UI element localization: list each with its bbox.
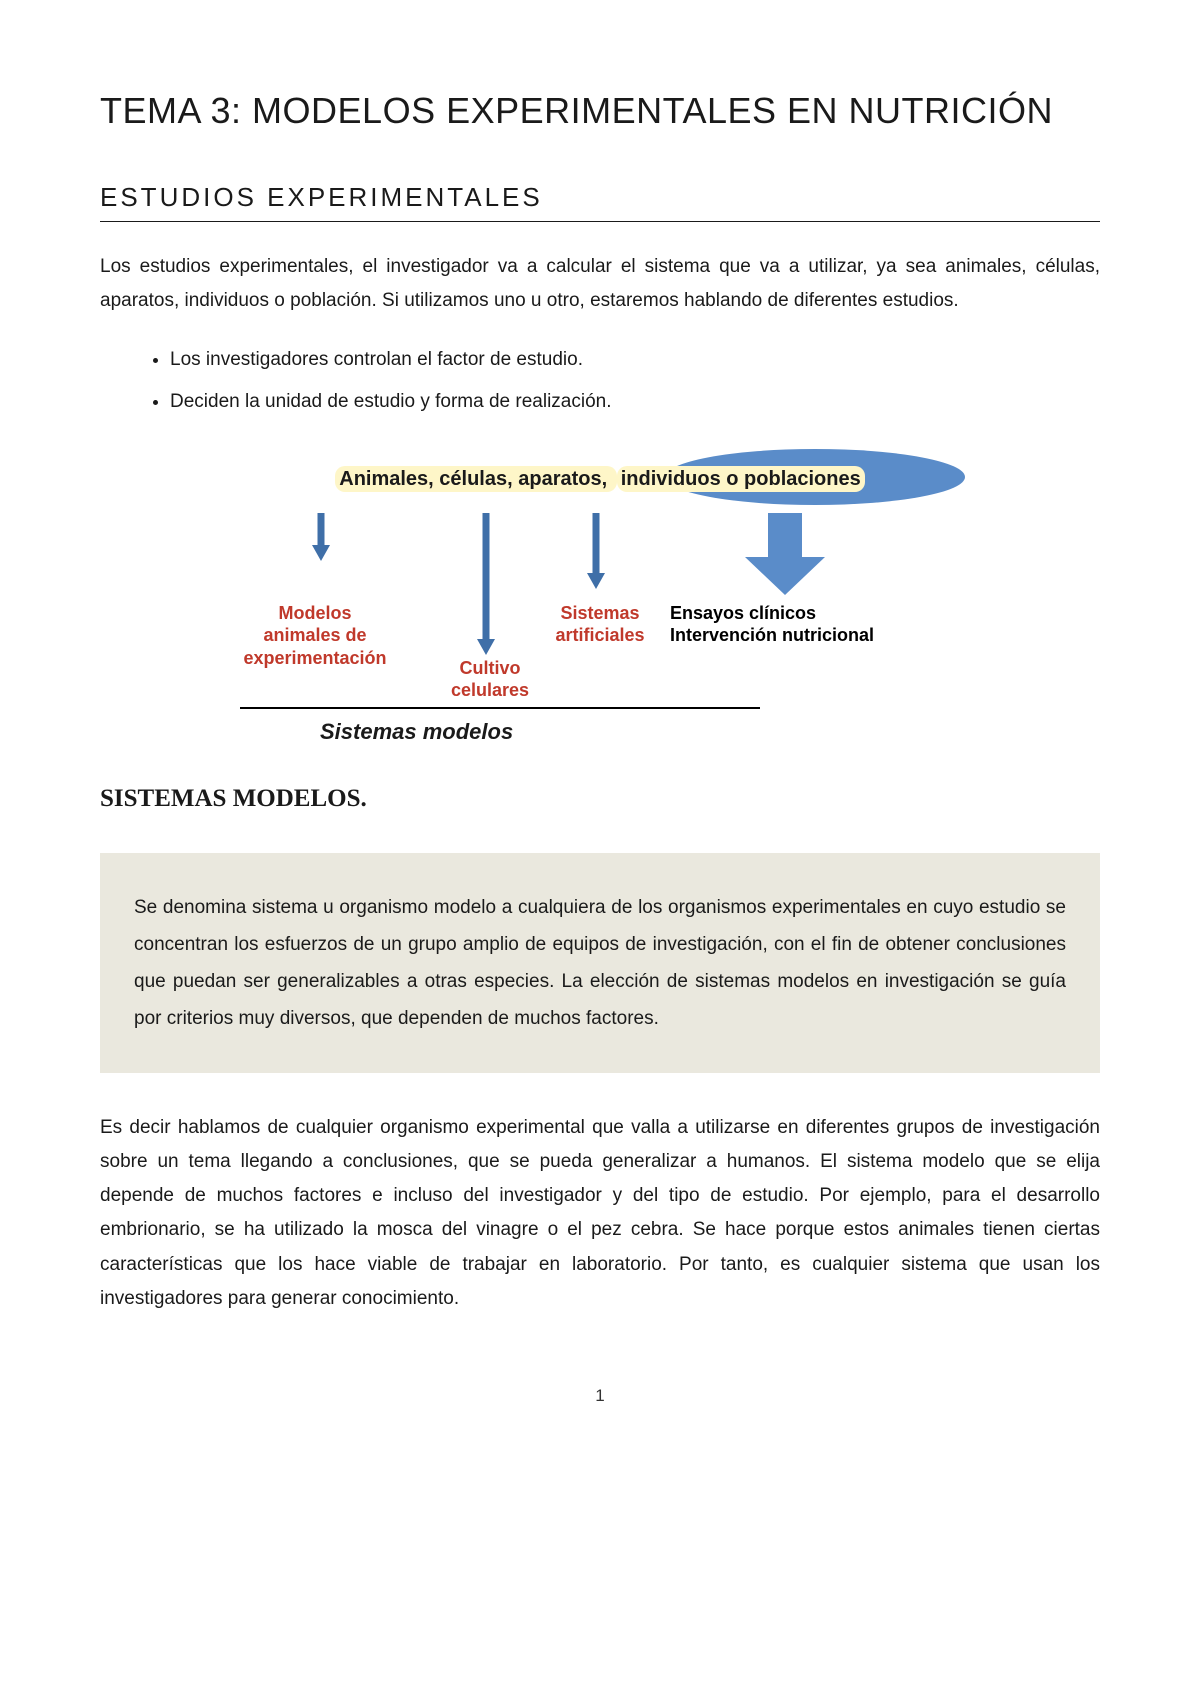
- label-sistemas: Sistemasartificiales: [530, 602, 670, 647]
- list-item: Deciden la unidad de estudio y forma de …: [170, 384, 1100, 420]
- intro-paragraph: Los estudios experimentales, el investig…: [100, 250, 1100, 318]
- big-arrow-icon: [740, 513, 830, 603]
- arrow-icon: [585, 513, 607, 593]
- diagram-bottom-label: Sistemas modelos: [320, 719, 950, 745]
- list-item: Los investigadores controlan el factor d…: [170, 342, 1100, 378]
- label-cultivo: Cultivocelulares: [420, 657, 560, 702]
- diagram-container: Animales, células, aparatos, individuos …: [250, 451, 950, 745]
- section-heading-estudios: ESTUDIOS EXPERIMENTALES: [100, 182, 1100, 222]
- diagram-top-prefix: Animales, células, aparatos,: [335, 466, 616, 492]
- diagram-top-row: Animales, células, aparatos, individuos …: [250, 451, 950, 507]
- bullet-list: Los investigadores controlan el factor d…: [100, 342, 1100, 420]
- arrow-icon: [310, 513, 332, 563]
- diagram-labels: Modelosanimales deexperimentación Cultiv…: [250, 602, 950, 722]
- explanation-paragraph: Es decir hablamos de cualquier organismo…: [100, 1111, 1100, 1316]
- label-modelos: Modelosanimales deexperimentación: [220, 602, 410, 670]
- diagram-arrows: [250, 507, 950, 602]
- diagram-top-highlight: individuos o poblaciones: [617, 466, 865, 492]
- page-number: 1: [100, 1386, 1100, 1406]
- label-ensayos: Ensayos clínicosIntervención nutricional: [670, 602, 950, 647]
- definition-box: Se denomina sistema u organismo modelo a…: [100, 853, 1100, 1073]
- box-paragraph: Se denomina sistema u organismo modelo a…: [134, 889, 1066, 1037]
- section-heading-sistemas: SISTEMAS MODELOS.: [100, 785, 1100, 813]
- page-title: TEMA 3: MODELOS EXPERIMENTALES EN NUTRIC…: [100, 90, 1100, 132]
